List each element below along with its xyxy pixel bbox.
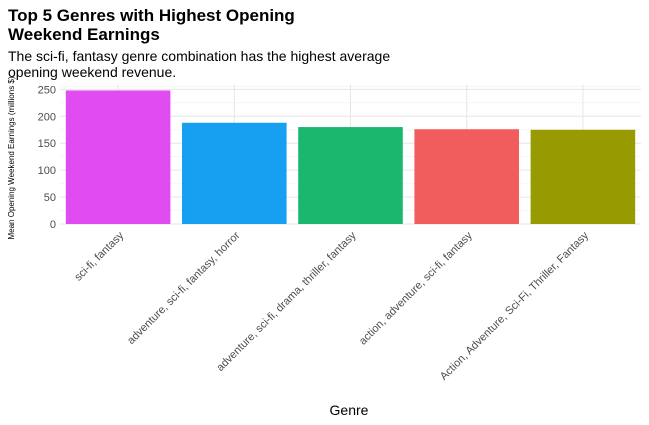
y-tick-label: 0 [50, 219, 56, 231]
y-axis-title: Mean Opening Weekend Earnings (millions … [7, 76, 16, 239]
bar [298, 127, 403, 224]
bar [182, 122, 287, 224]
x-tick-label: sci-fi, fantasy [72, 229, 126, 283]
y-axis-ticks: 0 50 100 150 200 250 [38, 84, 56, 231]
y-tick-label: 250 [38, 84, 56, 96]
bars [65, 90, 636, 224]
chart-subtitle: The sci-fi, fantasy genre combination ha… [8, 48, 391, 80]
y-tick-label: 50 [44, 192, 56, 204]
chart-title: Top 5 Genres with Highest Opening Weeken… [8, 6, 295, 44]
x-tick-label: Action, Adventure, Sci-Fi, Thriller, Fan… [438, 229, 592, 383]
bar [414, 129, 519, 224]
bar [530, 129, 636, 224]
y-tick-label: 150 [38, 138, 56, 150]
bar [65, 90, 171, 224]
y-tick-label: 200 [38, 111, 56, 123]
y-tick-label: 100 [38, 165, 56, 177]
x-tick-label: action, adventure, sci-fi, fantasy [357, 229, 475, 347]
x-tick-label: adventure, sci-fi, fantasy, horror [125, 229, 243, 347]
x-tick-label: adventure, sci-fi, drama, thriller, fant… [214, 229, 359, 374]
x-axis-title: Genre [330, 402, 369, 418]
